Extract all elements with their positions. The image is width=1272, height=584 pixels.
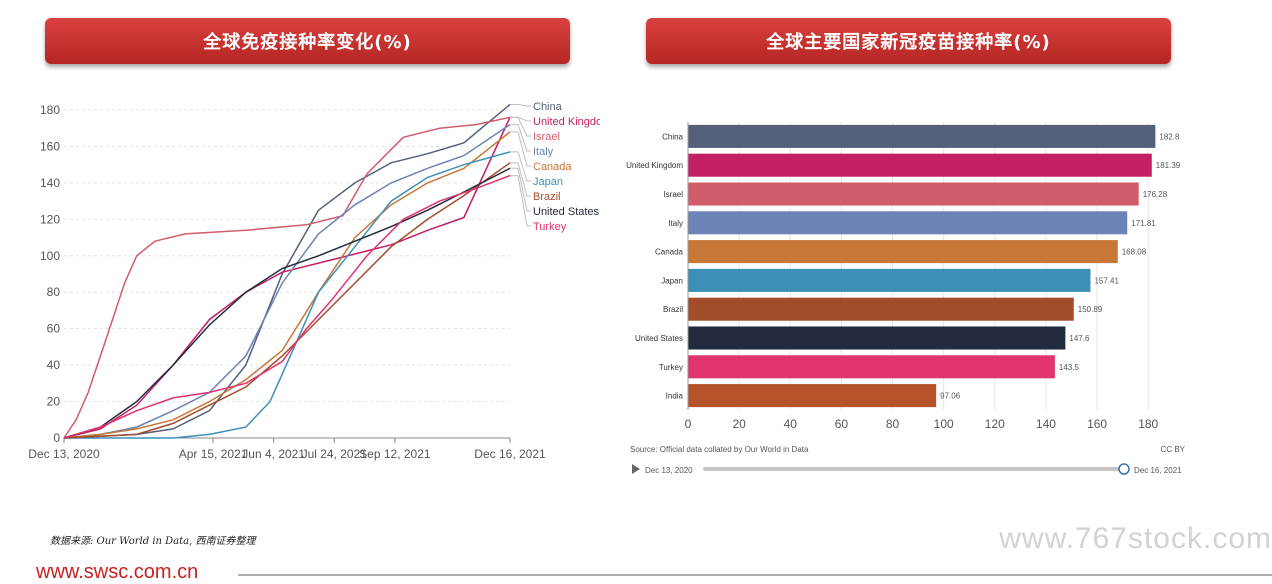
legend-item: United Kingdom: [533, 116, 600, 128]
chart-source: Source: Official data collated by Our Wo…: [630, 445, 809, 454]
bar-brazil: [688, 297, 1074, 321]
series-line-united-kingdom: [63, 116, 511, 439]
x-tick-label: Sep 12, 2021: [359, 447, 431, 461]
bar-value-label: 143.5: [1059, 363, 1080, 372]
legend-item: Israel: [533, 131, 560, 143]
legend-connector: [510, 104, 531, 107]
x-tick-label: 20: [732, 417, 746, 431]
bar-category-label: Brazil: [663, 305, 683, 314]
x-tick-label: Jun 4, 2021: [242, 447, 305, 461]
left-chart-title: 全球免疫接种率变化(%): [45, 18, 570, 64]
legend-item: Canada: [533, 161, 572, 173]
timeline-end-label: Dec 16, 2021: [1134, 466, 1182, 475]
series-line-israel: [63, 116, 511, 439]
bar-category-label: Japan: [661, 276, 683, 285]
bar-turkey: [688, 355, 1055, 379]
x-tick-label: 180: [1138, 417, 1158, 431]
x-tick-label: 60: [835, 417, 849, 431]
x-tick-label: Apr 15, 2021: [179, 447, 248, 461]
bar-category-label: United States: [635, 334, 683, 343]
license-label: CC BY: [1161, 445, 1186, 454]
y-tick-label: 120: [40, 212, 60, 226]
play-icon[interactable]: [632, 464, 640, 474]
y-tick-label: 140: [40, 176, 60, 190]
legend-item: Italy: [533, 146, 554, 158]
series-line-canada: [63, 131, 511, 439]
bar-value-label: 168.08: [1122, 248, 1147, 257]
legend-connector: [510, 151, 531, 182]
bar-value-label: 171.81: [1131, 219, 1156, 228]
bar-category-label: Israel: [663, 190, 683, 199]
bar-category-label: Turkey: [659, 363, 683, 372]
series-line-china: [63, 103, 511, 439]
bar-italy: [688, 211, 1128, 235]
timeline-start-label: Dec 13, 2020: [645, 466, 693, 475]
site-url[interactable]: www.swsc.com.cn: [36, 561, 199, 583]
bar-value-label: 182.8: [1159, 132, 1180, 141]
legend-connector: [510, 175, 531, 227]
bar-japan: [688, 268, 1091, 292]
x-tick-label: Dec 16, 2021: [474, 447, 546, 461]
watermark: www.767stock.com: [999, 522, 1272, 555]
x-tick-label: Jul 24, 2021: [302, 447, 368, 461]
bar-canada: [688, 240, 1118, 264]
footer-rule: [238, 574, 1272, 576]
legend-item: China: [533, 101, 563, 113]
legend-item: Japan: [533, 176, 563, 188]
legend-item: Brazil: [533, 191, 561, 203]
x-tick-label: 100: [934, 417, 954, 431]
bar-category-label: Italy: [668, 219, 683, 228]
legend-connector: [510, 131, 531, 167]
legend-connector: [510, 167, 531, 212]
series-line-japan: [64, 151, 511, 439]
vaccination-bar-chart: 0 20 40 60 80 100 120 140 160 180 China 182.8 United…: [626, 122, 1186, 475]
x-tick-label: 140: [1036, 417, 1056, 431]
bar-value-label: 176.28: [1143, 190, 1168, 199]
bar-united-states: [688, 326, 1066, 350]
x-tick-label: 160: [1087, 417, 1107, 431]
bar-india: [688, 384, 937, 408]
bar-israel: [688, 182, 1139, 206]
legend-item: United States: [533, 206, 600, 218]
right-chart-title: 全球主要国家新冠疫苗接种率(%): [646, 18, 1171, 64]
x-tick-label: 40: [784, 417, 798, 431]
series-line-turkey: [63, 174, 511, 439]
y-tick-label: 60: [47, 322, 61, 336]
bar-united-kingdom: [688, 153, 1152, 177]
legend-connector: [510, 124, 531, 152]
bar-value-label: 157.41: [1094, 276, 1119, 285]
source-note: 数据来源: Our World in Data, 西南证券整理: [50, 536, 256, 547]
x-tick-label: 120: [985, 417, 1005, 431]
bar-value-label: 147.6: [1069, 334, 1090, 343]
y-tick-label: 100: [40, 249, 60, 263]
bar-value-label: 97.06: [940, 392, 961, 401]
y-tick-label: 40: [47, 358, 61, 372]
y-tick-label: 80: [47, 285, 61, 299]
y-tick-label: 20: [47, 395, 61, 409]
y-tick-label: 160: [40, 139, 60, 153]
timeline-handle[interactable]: [1118, 463, 1130, 475]
bar-value-label: 150.89: [1078, 305, 1103, 314]
bar-category-label: India: [666, 392, 684, 401]
x-tick-label: 0: [685, 417, 692, 431]
legend-connector: [510, 116, 531, 137]
series-line-italy: [63, 123, 511, 439]
x-tick-label: Dec 13, 2020: [28, 447, 100, 461]
bar-category-label: China: [662, 132, 683, 141]
legend-connector: [510, 162, 531, 197]
series-line-united-states: [63, 167, 511, 439]
bar-china: [688, 124, 1156, 148]
legend-item: Turkey: [533, 221, 567, 233]
bar-category-label: United Kingdom: [626, 161, 683, 170]
vaccination-line-chart: 0 20 40 60 80 100 120 140 160 180 Dec 13, 2020 Apr …: [28, 101, 600, 461]
bar-category-label: Canada: [655, 248, 684, 257]
bar-value-label: 181.39: [1156, 161, 1181, 170]
y-tick-label: 180: [40, 103, 60, 117]
y-tick-label: 0: [53, 431, 60, 445]
x-tick-label: 80: [886, 417, 900, 431]
